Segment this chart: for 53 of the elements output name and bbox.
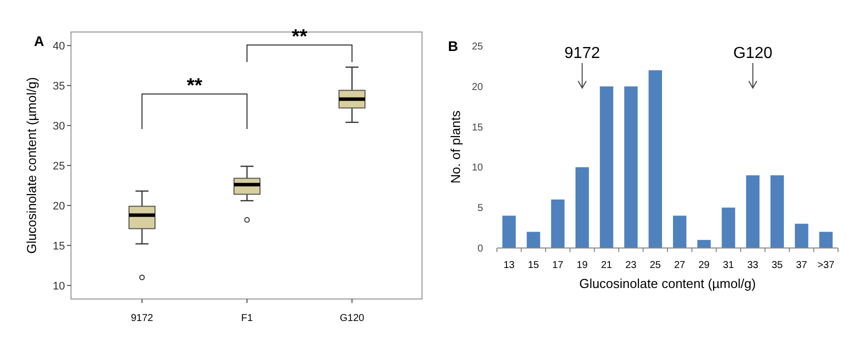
chart-title: B: [448, 38, 458, 54]
y-axis-title: No. of plants: [448, 110, 463, 184]
x-tick-label: 35: [772, 260, 784, 271]
annotation: 9172: [564, 45, 600, 62]
bar: [600, 86, 614, 248]
bar: [770, 175, 784, 248]
x-axis-title: Glucosinolate content (µmol/g): [579, 276, 756, 291]
x-tick-label: 13: [504, 260, 516, 271]
bar: [722, 208, 736, 248]
bar: [648, 70, 662, 248]
y-tick-label: 20: [472, 82, 484, 93]
x-tick-label: 17: [552, 260, 564, 271]
x-tick-label: 33: [747, 260, 759, 271]
y-tick-label: 20: [52, 200, 65, 212]
y-tick-label: 10: [52, 280, 65, 292]
x-tick-label: 15: [528, 260, 540, 271]
bar: [794, 224, 808, 248]
annotation: **: [186, 75, 202, 97]
y-tick-label: 10: [472, 162, 484, 174]
y-tick-label: 30: [52, 120, 65, 132]
y-tick-label: 0: [477, 244, 484, 254]
bar: [526, 232, 540, 248]
bar: [672, 216, 686, 248]
y-tick-label: 5: [477, 203, 484, 214]
bar: [502, 216, 516, 248]
x-tick-label: 29: [698, 260, 710, 271]
y-tick-label: 35: [52, 80, 65, 92]
bar: [624, 86, 638, 248]
x-tick-label: 25: [650, 260, 662, 271]
x-tick-label: >37: [817, 260, 835, 271]
x-tick-label: 23: [625, 260, 637, 271]
x-tick-label: 19: [576, 260, 588, 271]
x-tick-label: 27: [674, 260, 686, 271]
y-tick-label: 15: [472, 122, 484, 134]
x-tick-label: F1: [241, 313, 254, 324]
x-tick-label: G120: [340, 313, 365, 324]
bar: [819, 232, 833, 248]
y-tick-label: 25: [472, 42, 484, 52]
chart-title: A: [34, 33, 44, 49]
bar: [575, 167, 589, 248]
y-tick-label: 15: [52, 240, 65, 252]
y-tick-label: 25: [52, 160, 65, 172]
y-axis-title: Glucosinolate content (µmol/g): [24, 77, 39, 254]
x-tick-label: 31: [722, 260, 734, 271]
y-tick-label: 40: [52, 40, 65, 52]
x-tick-label: 37: [796, 260, 808, 271]
x-tick-label: 21: [601, 260, 613, 271]
annotation: G120: [733, 45, 772, 62]
x-tick-label: 9172: [130, 313, 154, 324]
annotation: **: [292, 26, 308, 48]
bar: [697, 240, 711, 248]
bar: [746, 175, 760, 248]
bar: [551, 200, 565, 248]
